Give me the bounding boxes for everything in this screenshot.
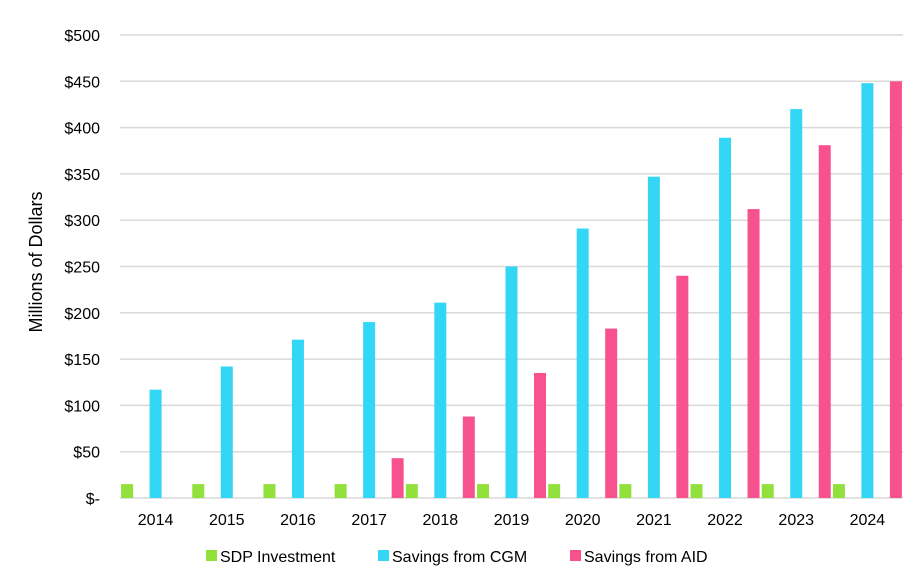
x-tick-label: 2022 — [707, 512, 743, 529]
legend-swatch — [206, 550, 217, 561]
y-axis-ticks: $- $50 $100 $150 $200 $250 $300 $350 $400 $450 $50… — [64, 28, 100, 508]
legend-swatch — [570, 550, 581, 561]
legend-label: SDP Investment — [220, 549, 336, 566]
legend-label: Savings from AID — [584, 549, 708, 566]
bar-sdp-investment-2021 — [619, 484, 632, 498]
bar-savings-from-cgm-2020 — [576, 228, 589, 498]
y-tick-label: $- — [86, 491, 100, 508]
bar-savings-from-cgm-2016 — [291, 339, 304, 498]
y-tick-label: $500 — [64, 28, 100, 45]
bar-savings-from-cgm-2015 — [220, 366, 233, 498]
bar-savings-from-cgm-2021 — [647, 176, 660, 499]
bar-savings-from-cgm-2014 — [149, 389, 162, 498]
bar-savings-from-aid-2020 — [605, 328, 618, 498]
bar-sdp-investment-2024 — [832, 484, 845, 498]
x-tick-label: 2015 — [209, 512, 245, 529]
x-tick-label: 2019 — [494, 512, 530, 529]
bar-sdp-investment-2014 — [121, 484, 134, 498]
x-tick-label: 2017 — [351, 512, 387, 529]
legend-swatch — [378, 550, 389, 561]
y-tick-label: $400 — [64, 121, 100, 138]
bar-savings-from-aid-2018 — [462, 416, 475, 498]
x-tick-label: 2020 — [565, 512, 601, 529]
bar-sdp-investment-2016 — [263, 484, 276, 498]
y-tick-label: $150 — [64, 352, 100, 369]
bar-savings-from-aid-2024 — [889, 81, 902, 499]
bar-savings-from-aid-2021 — [676, 275, 689, 498]
legend: SDP Investment Savings from CGM Savings fr… — [206, 549, 708, 566]
y-tick-label: $300 — [64, 213, 100, 230]
x-tick-label: 2023 — [778, 512, 814, 529]
bar-savings-from-aid-2022 — [747, 209, 760, 498]
x-tick-label: 2014 — [138, 512, 174, 529]
bar-savings-from-cgm-2022 — [719, 137, 732, 498]
legend-label: Savings from CGM — [392, 549, 527, 566]
bar-sdp-investment-2018 — [405, 484, 418, 498]
y-axis-title: Millions of Dollars — [26, 191, 46, 332]
y-tick-label: $200 — [64, 306, 100, 323]
bar-sdp-investment-2022 — [690, 484, 703, 498]
x-tick-label: 2016 — [280, 512, 316, 529]
bar-savings-from-cgm-2018 — [434, 302, 447, 498]
bar-sdp-investment-2023 — [761, 484, 774, 498]
bar-savings-from-cgm-2024 — [861, 83, 874, 498]
y-tick-label: $450 — [64, 74, 100, 91]
x-axis-ticks: 2014 2015 2016 2017 2018 2019 2020 2021 2022 2023… — [138, 512, 886, 529]
x-tick-label: 2021 — [636, 512, 672, 529]
bar-sdp-investment-2017 — [334, 484, 347, 498]
y-tick-label: $100 — [64, 398, 100, 415]
x-tick-label: 2024 — [850, 512, 886, 529]
y-tick-label: $250 — [64, 260, 100, 277]
bar-savings-from-cgm-2023 — [790, 109, 803, 498]
bar-savings-from-cgm-2019 — [505, 266, 518, 498]
x-tick-label: 2018 — [423, 512, 459, 529]
y-tick-label: $50 — [73, 445, 100, 462]
bar-savings-from-aid-2017 — [391, 458, 404, 498]
bar-savings-from-aid-2019 — [534, 372, 546, 498]
bar-sdp-investment-2019 — [477, 484, 489, 498]
bars — [121, 81, 902, 499]
bar-savings-from-aid-2023 — [818, 145, 831, 498]
bar-sdp-investment-2020 — [548, 484, 561, 498]
bar-sdp-investment-2015 — [192, 484, 205, 498]
y-tick-label: $350 — [64, 167, 100, 184]
bar-savings-from-cgm-2017 — [363, 322, 376, 498]
